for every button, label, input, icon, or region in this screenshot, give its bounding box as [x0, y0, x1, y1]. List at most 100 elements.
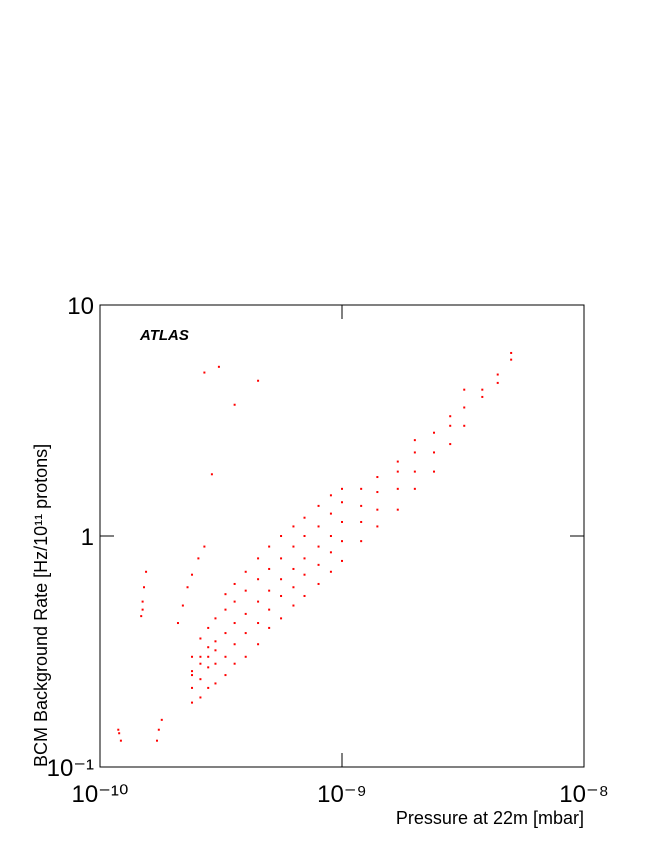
point: [214, 682, 217, 685]
point: [244, 655, 247, 658]
point: [303, 573, 306, 576]
y-tick-label: 10⁻¹: [47, 755, 94, 782]
point: [268, 589, 271, 592]
point: [257, 379, 260, 382]
point: [329, 535, 332, 537]
x-tick-label: 10⁻¹⁰: [72, 781, 129, 808]
x-axis-label: Pressure at 22m [mbar]: [396, 808, 584, 828]
point: [191, 655, 194, 658]
point: [244, 589, 247, 592]
point: [510, 358, 513, 361]
point: [510, 351, 513, 354]
point: [207, 666, 210, 669]
annotation: ATLAS: [139, 327, 189, 344]
point: [214, 617, 217, 620]
point: [496, 373, 499, 376]
point: [157, 728, 160, 731]
point: [449, 424, 452, 427]
point: [199, 637, 202, 640]
point: [280, 557, 283, 560]
point: [329, 512, 332, 515]
point: [317, 525, 320, 528]
point: [360, 504, 363, 507]
point: [214, 662, 217, 665]
point: [341, 501, 343, 504]
point: [396, 470, 399, 473]
point: [481, 388, 484, 391]
point: [292, 525, 295, 528]
point: [244, 612, 247, 615]
x-tick-label: 10⁻⁸: [559, 781, 609, 808]
point: [376, 476, 379, 479]
point: [433, 451, 436, 454]
point: [303, 594, 306, 597]
point: [360, 540, 363, 543]
point: [329, 551, 332, 554]
point: [360, 520, 363, 523]
point: [143, 586, 146, 589]
point: [191, 670, 194, 673]
point: [292, 545, 295, 548]
point: [317, 563, 320, 566]
point: [341, 559, 343, 562]
point: [224, 632, 227, 635]
point: [292, 567, 295, 570]
point: [396, 460, 399, 463]
point: [207, 626, 210, 629]
point: [141, 600, 144, 603]
point: [191, 686, 194, 689]
point: [463, 388, 466, 391]
point: [396, 487, 399, 490]
point: [210, 473, 213, 476]
point: [118, 732, 121, 735]
point: [481, 395, 484, 398]
point: [433, 470, 436, 473]
point: [199, 655, 202, 658]
point: [341, 487, 343, 490]
point: [268, 626, 271, 629]
point: [280, 535, 283, 537]
point: [224, 608, 227, 611]
point: [257, 643, 260, 646]
point: [207, 655, 210, 658]
point: [376, 525, 379, 528]
point: [207, 646, 210, 649]
point: [317, 582, 320, 585]
point: [317, 504, 320, 507]
point: [214, 649, 217, 652]
point: [292, 604, 295, 607]
point: [140, 615, 143, 618]
point: [413, 470, 416, 473]
point: [233, 403, 236, 406]
point: [233, 600, 236, 603]
point: [199, 662, 202, 665]
point: [376, 491, 379, 494]
point: [280, 617, 283, 620]
point: [191, 701, 194, 704]
point: [141, 608, 144, 611]
point: [413, 487, 416, 490]
point: [268, 545, 271, 548]
point: [145, 570, 148, 573]
point: [341, 520, 343, 523]
point: [244, 632, 247, 635]
point: [257, 622, 260, 625]
point: [413, 451, 416, 454]
point: [199, 678, 202, 681]
point: [233, 582, 236, 585]
point: [244, 570, 247, 573]
point: [449, 443, 452, 446]
point: [280, 594, 283, 597]
point: [257, 557, 260, 560]
point: [233, 622, 236, 625]
point: [207, 686, 210, 689]
point: [329, 494, 332, 497]
point: [119, 739, 122, 742]
point: [303, 516, 306, 519]
point: [496, 381, 499, 384]
y-tick-label: 1: [81, 524, 94, 551]
point: [191, 674, 194, 677]
y-tick-label: 10: [67, 293, 94, 320]
point: [176, 622, 179, 625]
